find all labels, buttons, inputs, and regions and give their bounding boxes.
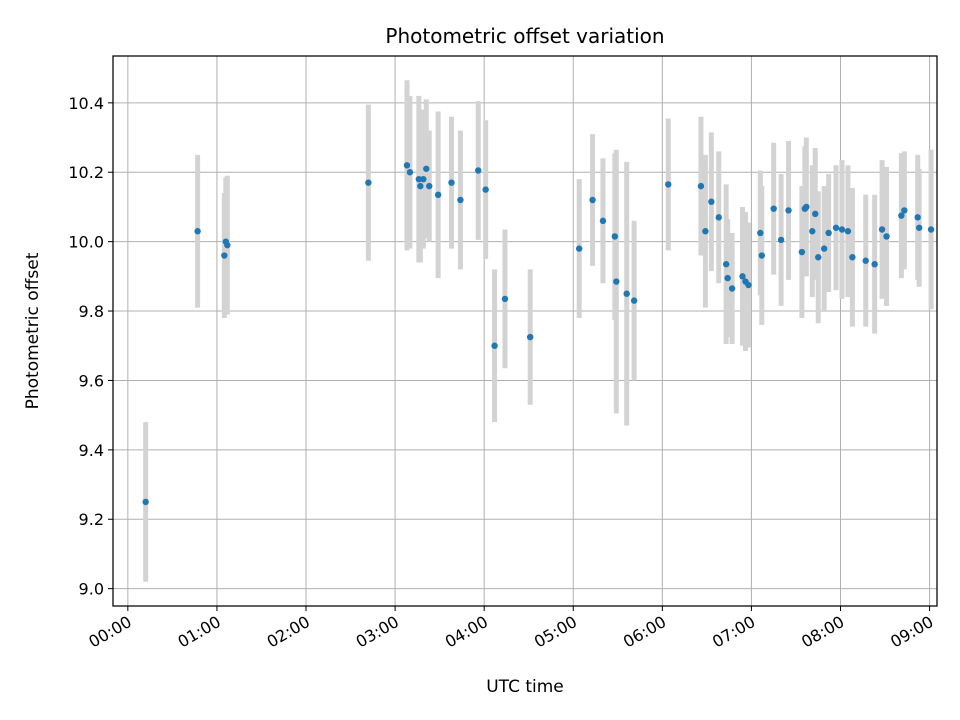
data-point <box>770 205 777 212</box>
data-point <box>825 229 832 237</box>
chart-title: Photometric offset variation <box>385 24 664 48</box>
data-point <box>501 295 509 303</box>
data-point <box>838 226 846 233</box>
y-tick-label: 10.0 <box>68 233 104 252</box>
data-point <box>142 498 149 506</box>
data-point <box>809 228 816 235</box>
data-point <box>623 290 630 297</box>
data-point <box>194 228 201 235</box>
data-point <box>812 210 819 218</box>
data-point <box>417 182 424 190</box>
data-point <box>758 252 766 259</box>
data-point <box>815 254 822 261</box>
data-point <box>898 212 905 219</box>
data-point <box>871 261 878 268</box>
data-point <box>844 228 852 235</box>
data-point <box>745 281 752 289</box>
data-point <box>915 224 923 231</box>
y-tick-label: 9.6 <box>79 371 104 390</box>
data-point <box>927 226 935 233</box>
data-point <box>403 162 411 169</box>
data-point <box>415 175 423 183</box>
data-points <box>142 162 935 506</box>
data-point <box>491 342 498 349</box>
data-point <box>221 252 228 259</box>
x-axis-label: UTC time <box>486 677 564 697</box>
grid <box>113 56 937 606</box>
data-point <box>224 241 231 249</box>
data-point <box>798 248 806 256</box>
data-point <box>728 285 736 292</box>
data-point <box>630 297 638 304</box>
data-point <box>575 245 583 252</box>
y-tick-label: 9.2 <box>79 510 104 529</box>
data-point <box>457 196 464 204</box>
data-point <box>702 228 709 235</box>
data-point <box>448 179 455 186</box>
y-tick-label: 10.2 <box>68 163 104 182</box>
data-point <box>365 179 372 186</box>
data-point <box>832 224 840 231</box>
y-tick-label: 9.0 <box>79 580 104 599</box>
y-tick-label: 9.4 <box>79 441 104 460</box>
data-point <box>526 333 534 341</box>
data-point <box>883 233 890 240</box>
data-point <box>724 274 731 282</box>
data-point <box>426 182 433 190</box>
data-point <box>406 169 414 176</box>
data-point <box>803 203 810 211</box>
data-point <box>785 207 792 214</box>
data-point <box>613 278 620 285</box>
data-point <box>599 217 607 225</box>
data-point <box>878 226 886 233</box>
y-axis-label: Photometric offset <box>23 252 43 409</box>
data-point <box>697 182 705 190</box>
data-point <box>739 273 746 280</box>
data-point <box>708 198 715 205</box>
data-point <box>665 181 672 188</box>
plot-area-frame <box>112 55 938 607</box>
data-point <box>914 214 921 221</box>
data-point <box>820 245 828 252</box>
data-point <box>849 254 856 261</box>
data-point <box>611 233 619 240</box>
data-point <box>901 207 908 214</box>
data-point <box>777 236 785 244</box>
data-point <box>589 196 596 204</box>
data-point <box>757 229 764 237</box>
data-point <box>434 191 442 199</box>
data-point <box>715 214 722 221</box>
data-point <box>482 186 489 193</box>
data-point <box>862 257 869 264</box>
data-point <box>420 175 427 183</box>
data-point <box>722 261 730 268</box>
y-tick-label: 9.8 <box>79 302 104 321</box>
y-tick-label: 10.4 <box>68 94 104 113</box>
data-point <box>423 165 430 172</box>
data-point <box>475 167 482 174</box>
